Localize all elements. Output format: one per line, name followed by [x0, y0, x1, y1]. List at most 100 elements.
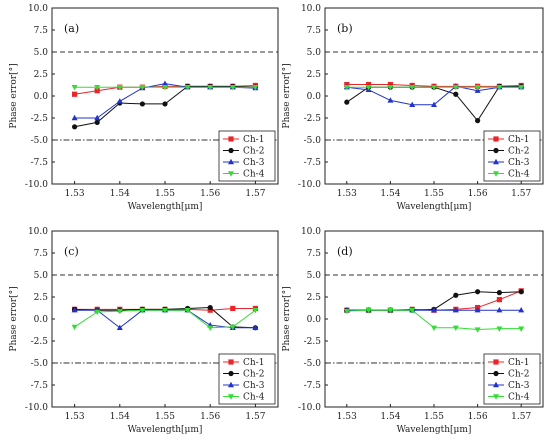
x-axis-label: Wavelength[μm]: [128, 202, 203, 212]
data-point-ch-4: [431, 85, 437, 91]
data-point-ch-4: [431, 325, 437, 331]
y-tick-label: 0.0: [307, 315, 322, 325]
legend-label: Ch-1: [243, 358, 264, 368]
legend-marker: [228, 394, 234, 400]
y-tick-label: 2.5: [307, 70, 322, 80]
data-point-ch-4: [162, 85, 168, 91]
data-point-ch-4: [409, 308, 416, 314]
data-point-ch-4: [518, 85, 525, 91]
y-tick-label: 0.0: [307, 92, 322, 102]
y-tick-label: 2.5: [34, 293, 49, 303]
data-point-ch-4: [452, 325, 459, 331]
x-tick-label: 1.53: [337, 412, 357, 422]
data-point-ch-4: [252, 85, 259, 91]
x-tick-label: 1.55: [424, 412, 444, 422]
panel-label: (d): [337, 245, 353, 258]
y-tick-label: -5.0: [31, 359, 49, 369]
series-line-ch-2: [74, 85, 256, 128]
y-axis-label: Phase error[°]: [282, 286, 292, 351]
data-point-ch-4: [184, 85, 191, 91]
x-tick-label: 1.55: [155, 189, 175, 199]
y-tick-label: -10.0: [298, 180, 321, 190]
x-tick-label: 1.55: [155, 412, 175, 422]
y-tick-label: -5.0: [304, 359, 322, 369]
data-point-ch-3: [71, 114, 78, 121]
data-point-ch-4: [474, 327, 481, 333]
legend-marker: [493, 394, 499, 400]
legend-label: Ch-2: [243, 370, 264, 380]
y-tick-label: -10.0: [25, 180, 48, 190]
y-axis-label: Phase error[°]: [282, 63, 292, 128]
data-point-ch-4: [343, 85, 350, 91]
x-tick-label: 1.57: [511, 412, 531, 422]
x-tick-label: 1.56: [468, 412, 488, 422]
data-point-ch-4: [139, 308, 146, 314]
legend-marker: [228, 147, 234, 154]
data-point-ch-4: [496, 85, 503, 91]
y-tick-label: 0.0: [34, 315, 49, 325]
x-tick-label: 1.54: [110, 189, 130, 199]
data-point-ch-2: [453, 292, 459, 298]
legend-marker: [228, 158, 234, 165]
chart-panel-1: -10.0 -7.5 -5.0 -2.5 0.0 2.5 5.0 7.5 10.0 1.53 1.5…: [9, 4, 279, 212]
data-point-ch-3: [162, 80, 168, 86]
data-point-ch-2: [139, 101, 145, 107]
x-tick-label: 1.53: [337, 189, 357, 199]
data-point-ch-4: [162, 308, 168, 314]
data-point-ch-3: [71, 307, 78, 313]
chart-panel-4: -10.0 -7.5 -5.0 -2.5 0.0 2.5 5.0 7.5 10.0 1.53 1.5…: [282, 227, 544, 435]
legend-marker: [493, 158, 499, 165]
legend-label: Ch-3: [508, 381, 530, 391]
data-point-ch-4: [365, 308, 372, 314]
y-tick-label: 2.5: [34, 70, 49, 80]
y-tick-label: 2.5: [307, 293, 322, 303]
data-point-ch-4: [71, 324, 78, 331]
data-point-ch-4: [94, 85, 101, 91]
data-point-ch-3: [409, 101, 416, 107]
legend-label: Ch-4: [243, 170, 265, 180]
legend-marker: [228, 370, 234, 377]
x-tick-label: 1.54: [380, 189, 400, 199]
legend-label: Ch-4: [243, 393, 265, 403]
y-tick-label: 10.0: [301, 4, 321, 14]
data-point-ch-4: [207, 325, 214, 331]
data-point-ch-2: [344, 99, 350, 105]
data-point-ch-3: [496, 307, 503, 313]
data-point-ch-3: [116, 98, 123, 104]
data-point-ch-4: [116, 85, 123, 91]
x-tick-label: 1.55: [424, 189, 444, 199]
data-point-ch-2: [94, 119, 100, 125]
data-point-ch-4: [496, 326, 503, 332]
legend-marker: [493, 136, 499, 142]
legend-label: Ch-1: [243, 135, 264, 145]
x-tick-label: 1.56: [200, 412, 220, 422]
data-point-ch-1: [387, 81, 393, 88]
legend-label: Ch-3: [243, 381, 265, 391]
data-point-ch-4: [229, 324, 236, 331]
legend-marker: [493, 359, 499, 365]
legend-marker: [493, 147, 499, 154]
y-axis-label: Phase error[°]: [9, 63, 19, 128]
data-point-ch-4: [387, 85, 394, 91]
y-tick-label: 10.0: [301, 227, 321, 237]
data-point-ch-3: [431, 101, 437, 107]
panel-label: (c): [64, 245, 79, 258]
data-point-ch-4: [184, 308, 191, 314]
y-tick-label: 0.0: [34, 92, 49, 102]
data-point-ch-4: [139, 85, 146, 91]
data-point-ch-3: [474, 307, 481, 313]
data-point-ch-3: [387, 97, 394, 103]
data-point-ch-4: [116, 308, 123, 315]
legend-label: Ch-3: [243, 158, 265, 168]
legend-marker: [228, 136, 234, 142]
data-point-ch-3: [452, 307, 459, 313]
data-point-ch-4: [252, 308, 259, 314]
x-axis-label: Wavelength[μm]: [397, 425, 472, 435]
data-point-ch-1: [94, 88, 100, 94]
y-tick-label: 5.0: [307, 271, 322, 281]
x-tick-label: 1.57: [511, 189, 531, 199]
data-point-ch-4: [343, 308, 350, 315]
y-tick-label: 7.5: [34, 249, 49, 259]
x-axis-label: Wavelength[μm]: [397, 202, 472, 212]
legend-marker: [228, 359, 234, 365]
